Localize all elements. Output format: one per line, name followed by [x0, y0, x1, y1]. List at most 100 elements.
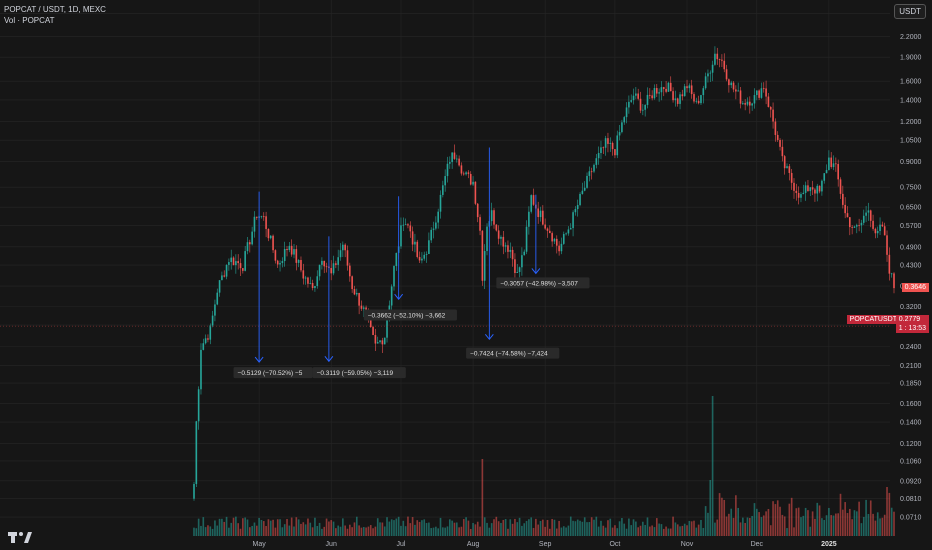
candle	[528, 206, 530, 235]
measurement-label: −0.7424 (−74.58%) −7,424	[470, 351, 548, 358]
volume-bar	[797, 507, 800, 536]
volume-bar	[579, 520, 581, 536]
candle	[609, 137, 612, 152]
candle	[565, 232, 567, 236]
candle	[253, 211, 256, 238]
candle	[693, 92, 695, 104]
candle	[635, 86, 637, 100]
candle	[679, 91, 681, 110]
volume-bar	[809, 526, 812, 536]
candle	[521, 247, 523, 276]
volume-bar	[562, 526, 565, 536]
volume-bar	[790, 497, 793, 536]
volume-bar	[869, 500, 872, 536]
volume-bar	[846, 513, 849, 536]
volume-bar	[569, 516, 572, 536]
candle	[604, 135, 607, 156]
measurement[interactable]: −0.5129 (−70.52%) −5	[233, 191, 313, 379]
candle	[500, 235, 502, 246]
y-tick-label: 0.5700	[900, 223, 922, 230]
candle	[567, 226, 570, 236]
volume-bar	[383, 526, 386, 536]
volume-bar	[593, 519, 595, 536]
y-tick-label: 0.0810	[900, 496, 922, 503]
candle	[607, 132, 609, 153]
candle	[318, 264, 321, 281]
volume-bar	[332, 521, 335, 536]
volume-bar	[546, 519, 549, 536]
candle	[400, 217, 402, 249]
candle	[825, 164, 828, 174]
candle	[676, 97, 679, 107]
candle	[662, 86, 665, 97]
volume-bar	[269, 520, 272, 536]
candle	[537, 201, 539, 224]
x-tick-label: Jul	[397, 541, 406, 548]
volume-bar	[886, 487, 888, 536]
volume-bar	[207, 525, 209, 536]
candle	[621, 119, 623, 134]
candle	[644, 104, 646, 117]
candle	[414, 233, 416, 253]
volume-bar	[581, 521, 584, 536]
candle	[602, 146, 605, 155]
volume-bar	[462, 519, 465, 536]
candle	[551, 231, 553, 247]
y-axis[interactable]: 2.60002.20001.90001.60001.40001.20001.05…	[900, 11, 922, 522]
volume-bar	[683, 523, 686, 536]
candle	[297, 259, 300, 268]
candle	[846, 206, 849, 218]
volume-bar	[576, 519, 579, 536]
candle	[486, 223, 488, 256]
x-tick-label: Sep	[539, 541, 552, 548]
candle	[435, 216, 437, 231]
volume-bar	[523, 523, 526, 536]
symbol-title[interactable]: POPCAT / USDT, 1D, MEXC	[4, 5, 106, 14]
candle	[353, 285, 356, 296]
candle	[307, 276, 309, 288]
volume-bar	[316, 525, 319, 536]
candle	[776, 131, 779, 142]
volume-bar	[744, 522, 746, 536]
tradingview-logo-icon[interactable]	[8, 530, 32, 544]
volume-bar	[681, 525, 684, 536]
volume-bar	[274, 527, 277, 536]
chart-legend: POPCAT / USDT, 1D, MEXC Vol · POPCAT	[4, 4, 106, 26]
volume-bar	[560, 527, 563, 536]
candle	[718, 58, 721, 68]
candle	[539, 206, 542, 222]
candle	[216, 288, 219, 306]
x-axis[interactable]: May Jun Jul Aug Sep Oct Nov Dec 2025	[252, 541, 836, 548]
candle	[404, 218, 407, 226]
volume-bar	[397, 516, 400, 536]
volume-bar	[607, 520, 609, 536]
candle	[681, 89, 684, 101]
volume-bar	[376, 518, 379, 536]
candle	[874, 227, 877, 239]
candle	[762, 82, 765, 93]
measurement[interactable]: −0.3662 (−52.10%) −3,662	[363, 196, 457, 321]
candle	[781, 139, 784, 162]
volume-bar	[707, 512, 709, 536]
volume-bar	[525, 520, 528, 536]
volume-bar	[414, 524, 416, 536]
volume-indicator-label[interactable]: Vol · POPCAT	[4, 16, 55, 25]
volume-bar	[832, 515, 835, 536]
candle	[683, 83, 686, 97]
volume-bar	[858, 501, 860, 536]
candle	[323, 260, 326, 274]
measurement-annotations[interactable]: −0.5129 (−70.52%) −5 −0.3119 (−59.05%) −3…	[233, 147, 590, 379]
candle	[851, 224, 853, 235]
volume-bar	[193, 527, 195, 536]
volume-bar	[732, 517, 735, 536]
measurement[interactable]: −0.7424 (−74.58%) −7,424	[466, 147, 560, 359]
candle	[302, 263, 305, 285]
candle	[439, 190, 442, 219]
volume-bar	[690, 521, 693, 536]
measurement[interactable]: −0.3057 (−42.98%) −3,507	[496, 194, 590, 289]
candle	[639, 91, 642, 114]
measurement[interactable]: −0.3119 (−59.05%) −3,119	[312, 236, 406, 379]
volume-bar	[781, 514, 784, 536]
currency-unit-button[interactable]: USDT	[894, 4, 926, 19]
